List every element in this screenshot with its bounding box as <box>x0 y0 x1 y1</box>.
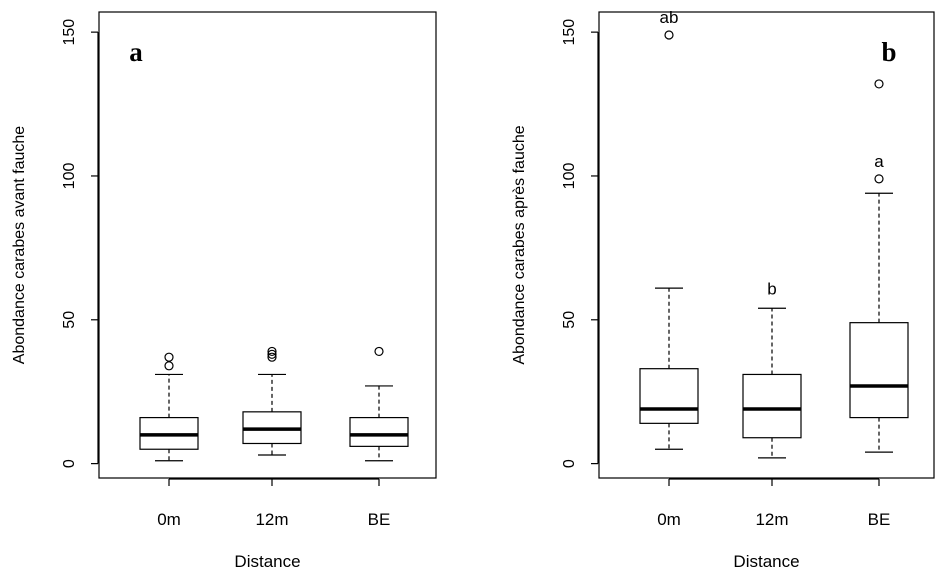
x-tick-label: BE <box>368 510 391 529</box>
y-tick-label: 0 <box>61 459 78 468</box>
box-12m: b <box>742 279 802 459</box>
x-tick-label: BE <box>868 510 891 529</box>
iqr-box <box>349 416 409 447</box>
y-tick-label: 150 <box>561 19 578 46</box>
outlier-point <box>874 174 884 184</box>
outlier-point <box>664 30 674 40</box>
panel-b-plot: 0 50 100 150 0m 12m BE Distance Abondance carabe… <box>511 8 935 571</box>
outlier-point <box>874 79 884 89</box>
box-BE: a <box>849 79 909 453</box>
plot-frame <box>98 11 437 479</box>
x-tick-label: 12m <box>255 510 288 529</box>
y-tick-label: 50 <box>561 311 578 329</box>
significance-letter: ab <box>660 8 679 27</box>
y-tick-label: 50 <box>61 311 78 329</box>
outlier-point <box>267 352 277 362</box>
outlier-point <box>164 352 174 362</box>
box-0m: ab <box>639 8 699 450</box>
x-tick-label: 0m <box>657 510 681 529</box>
significance-letter: b <box>767 279 776 298</box>
iqr-box <box>639 368 699 424</box>
y-tick-label: 150 <box>61 19 78 46</box>
plot-frame <box>598 11 935 479</box>
y-axis-title: Abondance carabes après fauche <box>511 125 528 364</box>
outlier-point <box>374 346 384 357</box>
y-axis-title: Abondance carabes avant fauche <box>11 126 28 365</box>
iqr-box <box>849 322 909 419</box>
x-tick-label: 12m <box>755 510 788 529</box>
box-BE <box>349 346 409 462</box>
y-tick-label: 0 <box>561 459 578 468</box>
y-tick-label: 100 <box>561 163 578 190</box>
box-0m <box>139 352 199 462</box>
outlier-point <box>267 346 277 357</box>
box-12m <box>242 346 302 456</box>
panel-label: b <box>881 37 896 67</box>
y-tick-label: 100 <box>61 163 78 190</box>
x-axis-title: Distance <box>234 552 300 571</box>
panel-a-plot: 0 50 100 150 0m 12m BE Distance Abondance carabe… <box>11 11 437 571</box>
panel-label: a <box>129 37 143 67</box>
outlier-point <box>164 361 174 371</box>
x-axis-title: Distance <box>733 552 799 571</box>
outlier-point <box>267 349 277 359</box>
x-tick-label: 0m <box>157 510 181 529</box>
significance-letter: a <box>874 152 884 171</box>
iqr-box <box>742 373 802 439</box>
